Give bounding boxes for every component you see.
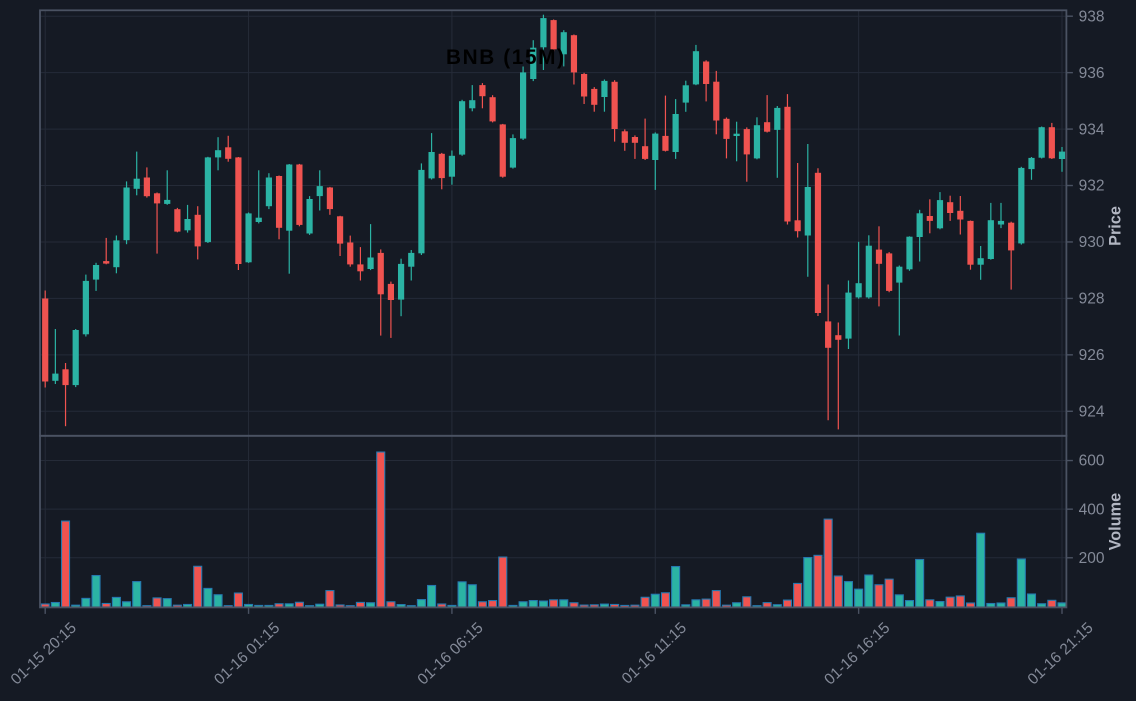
svg-text:932: 932 bbox=[1079, 178, 1105, 195]
svg-text:926: 926 bbox=[1079, 347, 1105, 364]
svg-text:936: 936 bbox=[1079, 65, 1105, 82]
svg-text:600: 600 bbox=[1079, 453, 1105, 470]
svg-text:938: 938 bbox=[1079, 8, 1105, 25]
svg-text:934: 934 bbox=[1079, 121, 1105, 138]
svg-text:Volume: Volume bbox=[1107, 493, 1125, 551]
svg-text:Price: Price bbox=[1107, 206, 1125, 246]
svg-text:928: 928 bbox=[1079, 291, 1105, 308]
svg-text:400: 400 bbox=[1079, 501, 1105, 518]
svg-text:924: 924 bbox=[1079, 403, 1105, 420]
svg-text:BNB (15M): BNB (15M) bbox=[446, 46, 566, 69]
svg-text:200: 200 bbox=[1079, 550, 1105, 567]
svg-text:930: 930 bbox=[1079, 234, 1105, 251]
